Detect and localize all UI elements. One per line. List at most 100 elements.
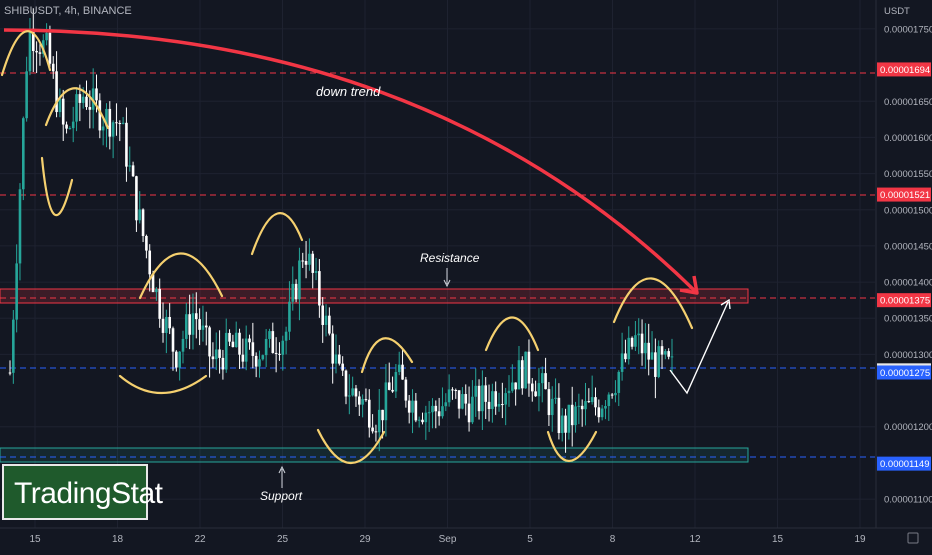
candle-body bbox=[357, 396, 361, 405]
candle-body bbox=[8, 372, 12, 374]
candle-body bbox=[138, 209, 142, 221]
wave-bottom-4 bbox=[546, 430, 598, 462]
candle-body bbox=[101, 126, 105, 131]
candle-body bbox=[600, 408, 604, 418]
chart-settings-icon[interactable] bbox=[907, 532, 919, 544]
candle-body bbox=[587, 401, 591, 403]
price-tick-label: 0.00001650 bbox=[884, 97, 932, 108]
candle-body bbox=[324, 315, 328, 325]
candle-body bbox=[361, 399, 364, 405]
candle-body bbox=[617, 371, 621, 393]
candle-body bbox=[381, 409, 384, 421]
time-tick-label: 8 bbox=[610, 534, 616, 545]
wave-bottom-2 bbox=[118, 374, 208, 394]
candle-body bbox=[35, 50, 38, 53]
candle-body bbox=[407, 400, 411, 413]
candle-body bbox=[31, 28, 35, 51]
candle-body bbox=[640, 333, 644, 354]
candle-body bbox=[161, 318, 165, 333]
candle-body bbox=[171, 328, 175, 352]
symbol-header: SHIBUSDT, 4h, BINANCE bbox=[4, 5, 132, 17]
candle-body bbox=[221, 357, 225, 370]
candle-body bbox=[12, 319, 15, 373]
candle-body bbox=[560, 415, 564, 434]
candle-body bbox=[507, 390, 511, 394]
settings-icon[interactable] bbox=[907, 532, 919, 544]
candle-body bbox=[264, 338, 268, 356]
candle-body bbox=[254, 355, 258, 367]
price-tick-label: 0.00001450 bbox=[884, 241, 932, 252]
time-tick-label: 12 bbox=[689, 534, 701, 545]
candle-body bbox=[108, 108, 112, 137]
candle-body bbox=[348, 395, 351, 397]
candle-body bbox=[521, 360, 524, 389]
resistance-pointer-head bbox=[443, 279, 451, 288]
support-pointer-head bbox=[278, 465, 286, 474]
candle-body bbox=[178, 351, 181, 368]
candle-body bbox=[657, 346, 660, 377]
candle-body bbox=[181, 338, 185, 352]
candle-body bbox=[654, 352, 657, 377]
candle-body bbox=[55, 71, 58, 113]
candle-body bbox=[141, 209, 145, 236]
price-tag-bg bbox=[877, 365, 931, 380]
candle-body bbox=[354, 388, 358, 397]
candle-body bbox=[28, 28, 32, 72]
candle-body bbox=[351, 388, 354, 396]
candle-body bbox=[514, 382, 517, 390]
wave-top-3 bbox=[138, 252, 224, 300]
candle-body bbox=[194, 313, 198, 320]
candle-body bbox=[580, 405, 584, 410]
candle-body bbox=[427, 412, 431, 414]
candle-body bbox=[61, 98, 65, 125]
candle-body bbox=[434, 405, 438, 412]
candle-body bbox=[670, 356, 674, 358]
candle-body bbox=[397, 364, 401, 373]
candle-body bbox=[298, 260, 301, 300]
wave-top-5 bbox=[360, 337, 414, 374]
candle-body bbox=[484, 385, 488, 402]
candle-body bbox=[437, 411, 441, 417]
candle-body bbox=[318, 271, 321, 306]
candle-body bbox=[251, 342, 255, 356]
candle-body bbox=[218, 349, 221, 358]
candle-body bbox=[387, 382, 391, 390]
support-zone bbox=[0, 447, 749, 463]
candle-body bbox=[471, 396, 474, 423]
price-tag: 0.00001149 bbox=[877, 456, 931, 471]
candle-body bbox=[441, 406, 444, 417]
candle-body bbox=[447, 389, 451, 403]
candle-body bbox=[620, 353, 624, 372]
candle-body bbox=[71, 121, 75, 129]
price-axis-currency: USDT bbox=[884, 6, 910, 17]
projection-path bbox=[669, 301, 729, 395]
candle-body bbox=[278, 353, 281, 355]
candle-body bbox=[457, 390, 461, 409]
candle-body bbox=[431, 405, 434, 413]
candle-body bbox=[198, 319, 201, 330]
candle-body bbox=[268, 331, 271, 339]
price-tag-bg bbox=[877, 456, 931, 471]
downtrend-arrow bbox=[3, 28, 698, 294]
candle-body bbox=[647, 342, 651, 360]
candle-body bbox=[630, 337, 634, 347]
downtrend-label: down trend bbox=[316, 84, 381, 99]
resistance-label: Resistance bbox=[420, 251, 480, 265]
candle-body bbox=[637, 333, 641, 336]
candle-body bbox=[288, 301, 291, 332]
logo-text: TradingStat bbox=[14, 477, 163, 510]
candle-body bbox=[145, 235, 148, 251]
candle-body bbox=[567, 404, 571, 433]
candle-body bbox=[341, 363, 344, 371]
time-tick-label: 19 bbox=[854, 534, 866, 545]
candle-body bbox=[464, 394, 468, 404]
candle-body bbox=[131, 165, 135, 177]
candle-body bbox=[660, 346, 664, 355]
time-tick-label: 22 bbox=[194, 534, 206, 545]
candle-body bbox=[25, 71, 28, 119]
candle-body bbox=[51, 63, 55, 72]
price-tick-label: 0.00001200 bbox=[884, 422, 932, 433]
price-tag-label: 0.00001275 bbox=[880, 368, 930, 379]
